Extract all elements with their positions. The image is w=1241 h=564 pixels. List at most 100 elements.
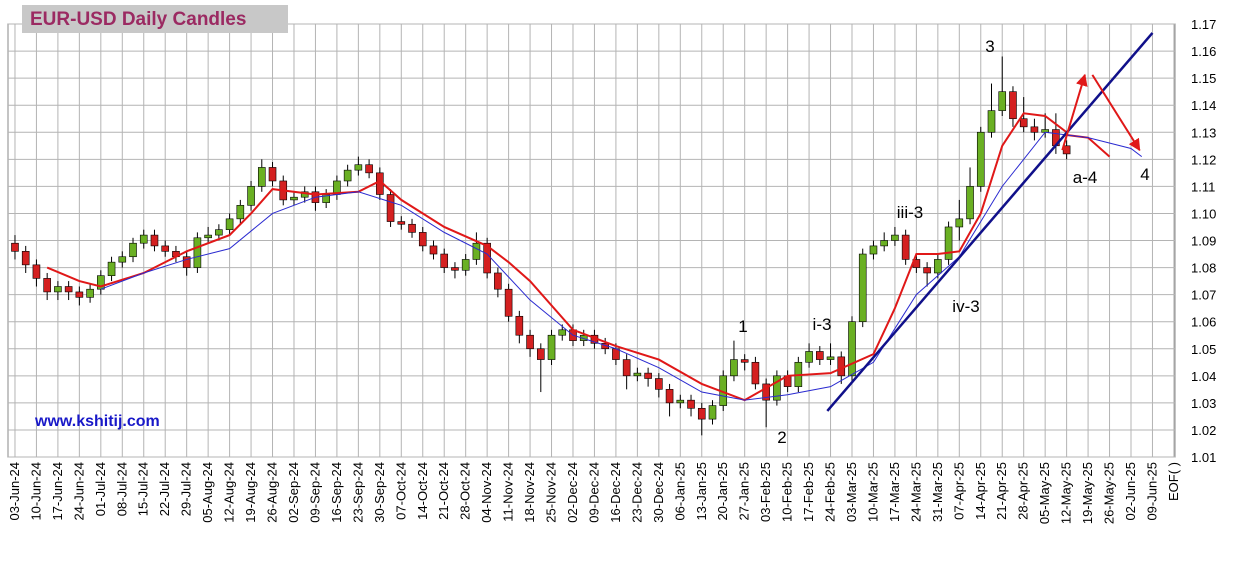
x-tick-label: 05-Aug-24 <box>200 462 215 523</box>
x-tick-label: 21-Apr-25 <box>994 462 1009 520</box>
line-series <box>46 112 1068 402</box>
candle-body <box>54 286 62 293</box>
x-tick-label: EOF( ) <box>1166 462 1181 501</box>
candle-body <box>644 372 652 379</box>
line-series <box>826 32 1154 412</box>
y-tick-label: 1.05 <box>1191 342 1216 357</box>
y-tick-label: 1.11 <box>1191 179 1215 194</box>
candle-body <box>944 226 953 260</box>
candle-body <box>408 223 416 233</box>
candle-body <box>762 383 770 401</box>
candle-body <box>676 399 685 404</box>
x-tick-label: 09-Dec-24 <box>586 462 601 523</box>
x-tick-label: 02-Sep-24 <box>286 462 301 523</box>
y-tick-label: 1.01 <box>1191 450 1216 465</box>
candle-body <box>891 234 899 241</box>
x-tick-label: 03-Feb-25 <box>758 462 773 522</box>
wave-label: iii-3 <box>897 203 923 222</box>
candle-body <box>21 251 30 266</box>
candle-body <box>633 372 642 377</box>
candle-body <box>343 169 352 182</box>
x-tick-label: 12-May-25 <box>1059 462 1074 524</box>
x-tick-label: 10-Mar-25 <box>865 462 880 522</box>
x-tick-label: 28-Oct-24 <box>458 462 473 520</box>
candle-body <box>708 405 717 420</box>
candle-body <box>139 234 148 244</box>
x-tick-label: 07-Apr-25 <box>951 462 966 520</box>
candle-body <box>354 164 363 171</box>
x-tick-label: 17-Feb-25 <box>801 462 816 522</box>
candle-body <box>515 315 524 336</box>
candle-body <box>751 361 760 385</box>
candle-body <box>1009 91 1017 120</box>
x-tick-label: 28-Apr-25 <box>1016 462 1031 520</box>
x-tick-label: 24-Jun-24 <box>71 462 86 521</box>
candle-body <box>858 253 867 322</box>
candle-body <box>687 399 695 409</box>
candle-body <box>923 267 931 274</box>
watermark: www.kshitij.com <box>34 413 160 430</box>
x-tick-label: 07-Oct-24 <box>393 462 408 520</box>
candle-body <box>225 218 234 230</box>
x-tick-label: 14-Oct-24 <box>415 462 430 520</box>
y-tick-label: 1.04 <box>1191 369 1216 384</box>
wave-label: 4 <box>1140 165 1149 184</box>
candle-body <box>730 359 738 377</box>
wave-label: 1 <box>738 317 747 336</box>
x-tick-label: 16-Sep-24 <box>329 462 344 523</box>
candle-body <box>536 348 545 360</box>
x-tick-label: 16-Dec-24 <box>608 462 623 523</box>
candle-body <box>247 186 255 206</box>
wave-label: 3 <box>985 37 994 56</box>
x-tick-label: 03-Jun-24 <box>7 462 22 521</box>
candle-body <box>472 242 481 260</box>
x-tick-label: 12-Aug-24 <box>222 462 237 523</box>
candle-body <box>268 167 277 182</box>
candle-body <box>129 242 137 258</box>
y-tick-label: 1.16 <box>1191 44 1216 59</box>
y-tick-label: 1.12 <box>1191 152 1216 167</box>
x-tick-label: 09-Jun-25 <box>1144 462 1159 521</box>
candle-body <box>161 245 170 252</box>
x-tick-label: 01-Jul-24 <box>93 462 108 516</box>
candle-body <box>740 359 749 363</box>
x-tick-label: 19-Aug-24 <box>243 462 258 523</box>
candle-body <box>32 264 41 279</box>
candle-body <box>697 407 706 420</box>
x-tick-label: 31-Mar-25 <box>930 462 945 522</box>
candle-body <box>494 272 502 290</box>
x-tick-label: 06-Jan-25 <box>672 462 687 521</box>
candle-body <box>75 291 84 298</box>
y-tick-label: 1.09 <box>1191 234 1216 249</box>
wave-label: a-4 <box>1073 168 1098 187</box>
candle-body <box>193 237 202 268</box>
candle-body <box>451 267 459 271</box>
candle-body <box>987 110 996 133</box>
x-tick-label: 24-Mar-25 <box>908 462 923 522</box>
candle-body <box>236 205 245 220</box>
x-tick-label: 23-Sep-24 <box>350 462 365 523</box>
x-tick-label: 11-Nov-24 <box>501 462 516 522</box>
candle-body <box>418 232 427 247</box>
x-tick-label: 10-Jun-24 <box>28 462 43 521</box>
candle-body <box>365 164 373 174</box>
x-tick-label: 25-Nov-24 <box>544 462 559 523</box>
candle-body <box>558 329 567 336</box>
candle-body <box>955 218 964 228</box>
candle-body <box>976 131 985 187</box>
projection-arrow <box>1091 74 1141 152</box>
x-tick-label: 13-Jan-25 <box>694 462 709 521</box>
candle-body <box>290 196 298 201</box>
y-tick-label: 1.02 <box>1191 423 1216 438</box>
candle-body <box>901 234 910 260</box>
x-tick-label: 18-Nov-24 <box>522 462 537 523</box>
candle-body <box>257 167 266 187</box>
candle-body <box>215 229 223 236</box>
y-tick-label: 1.13 <box>1191 125 1216 140</box>
candle-body <box>869 245 878 255</box>
x-tick-label: 02-Dec-24 <box>565 462 580 523</box>
x-tick-label: 21-Oct-24 <box>436 462 451 520</box>
candle-body <box>934 259 942 274</box>
